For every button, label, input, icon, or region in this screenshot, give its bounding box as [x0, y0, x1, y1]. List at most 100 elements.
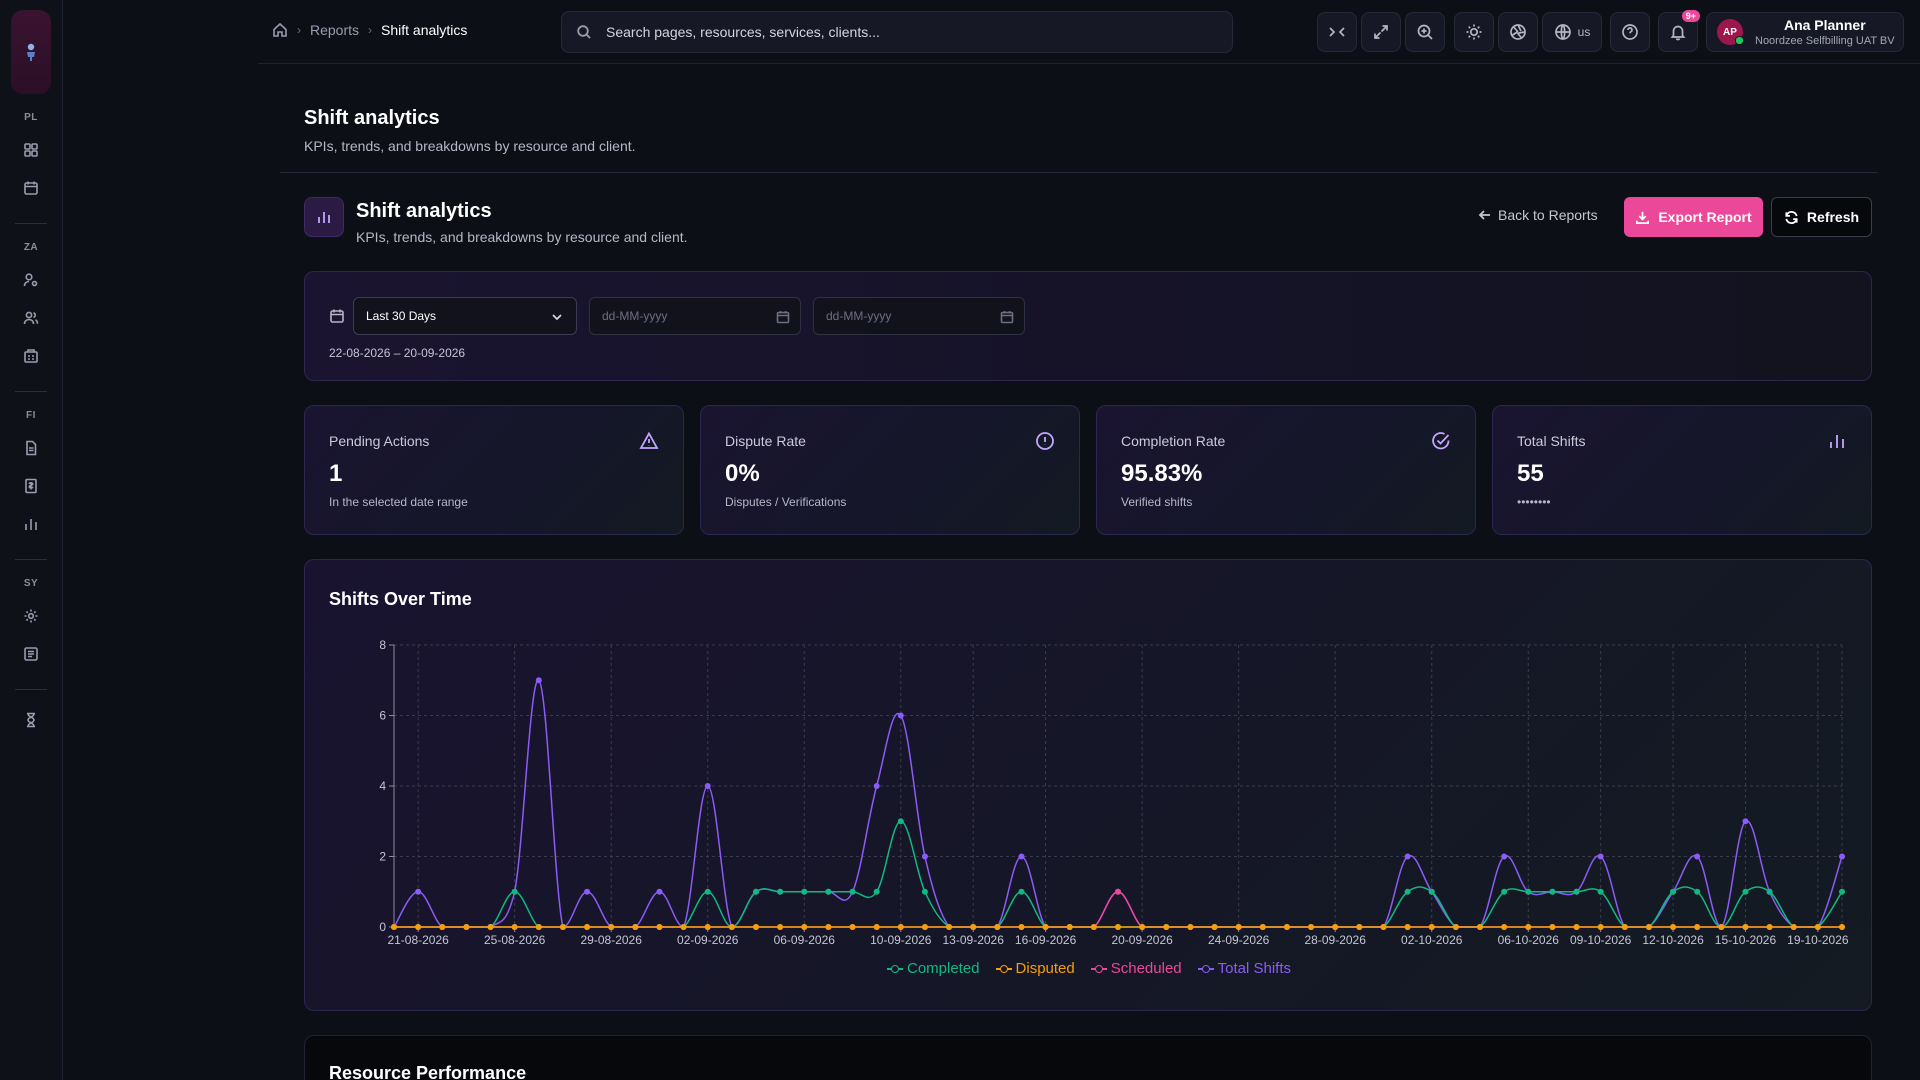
- search-placeholder: Search pages, resources, services, clien…: [606, 24, 880, 40]
- kpi-label: Pending Actions: [329, 433, 430, 449]
- back-to-reports-link[interactable]: Back to Reports: [1478, 207, 1598, 223]
- log-icon[interactable]: [15, 638, 47, 670]
- fullscreen-button[interactable]: [1361, 12, 1401, 52]
- sidebar-divider: [15, 559, 47, 560]
- sidebar: PL ZA FI SY: [0, 0, 63, 1080]
- data-point-disputed: [777, 924, 784, 930]
- data-point-disputed: [632, 924, 639, 930]
- period-select[interactable]: Last 30 Days: [353, 297, 577, 335]
- data-point-disputed: [1525, 924, 1532, 930]
- export-label: Export Report: [1658, 209, 1752, 225]
- theme-toggle-button[interactable]: [1454, 12, 1494, 52]
- dashboard-icon[interactable]: [15, 134, 47, 166]
- data-point-disputed: [1042, 924, 1049, 930]
- breadcrumb-current: Shift analytics: [381, 22, 468, 38]
- breadcrumb-reports[interactable]: Reports: [310, 22, 360, 38]
- legend-item-total-shifts[interactable]: Total Shifts: [1197, 960, 1292, 977]
- data-point-disputed: [391, 924, 397, 930]
- export-report-button[interactable]: Export Report: [1624, 197, 1763, 237]
- notifications-button[interactable]: 9+: [1658, 10, 1700, 52]
- sidebar-section-fi: FI: [26, 410, 36, 421]
- collapse-button[interactable]: [1317, 12, 1357, 52]
- data-point-completed: [1670, 888, 1677, 895]
- data-point-disputed: [994, 924, 1001, 930]
- x-tick-label: 16-09-2026: [1015, 933, 1077, 947]
- date-to-input[interactable]: dd-MM-yyyy: [813, 297, 1025, 335]
- data-point-total-shifts: [584, 888, 591, 895]
- gear-icon[interactable]: [15, 600, 47, 632]
- data-point-disputed: [415, 924, 422, 930]
- calendar-icon[interactable]: [15, 172, 47, 204]
- sidebar-divider: [15, 391, 47, 392]
- sidebar-section-pl: PL: [24, 112, 38, 123]
- data-point-completed: [1018, 888, 1025, 895]
- expand-icon: [1374, 25, 1388, 39]
- legend-label: Total Shifts: [1217, 960, 1292, 977]
- sidebar-section-sy: SY: [23, 578, 39, 589]
- calendar-icon: [1000, 311, 1014, 324]
- kpi-dispute-rate: Dispute Rate 0% Disputes / Verifications: [700, 405, 1080, 535]
- data-point-disputed: [1283, 924, 1290, 930]
- data-point-disputed: [1742, 924, 1749, 930]
- palette-button[interactable]: [1498, 12, 1538, 52]
- legend-item-completed[interactable]: Completed: [886, 960, 980, 977]
- chevron-down-icon: [552, 314, 562, 321]
- date-from-input[interactable]: dd-MM-yyyy: [589, 297, 801, 335]
- date-from-placeholder: dd-MM-yyyy: [602, 309, 668, 323]
- x-tick-label: 02-10-2026: [1401, 933, 1463, 947]
- legend-item-disputed[interactable]: Disputed: [995, 960, 1075, 977]
- y-tick-label: 0: [379, 920, 386, 934]
- home-icon[interactable]: [272, 22, 288, 38]
- kpi-value: 55: [1517, 460, 1544, 487]
- sun-icon: [1466, 24, 1482, 40]
- search-input[interactable]: Search pages, resources, services, clien…: [561, 11, 1233, 53]
- data-point-completed: [825, 888, 832, 895]
- x-tick-label: 29-08-2026: [581, 933, 643, 947]
- document-icon[interactable]: [15, 432, 47, 464]
- hourglass-icon[interactable]: [15, 704, 47, 736]
- calendar-icon: [776, 311, 790, 324]
- legend-item-scheduled[interactable]: Scheduled: [1090, 960, 1182, 977]
- kpi-value: 95.83%: [1121, 460, 1203, 487]
- refresh-button[interactable]: Refresh: [1771, 197, 1872, 237]
- language-button[interactable]: us: [1542, 12, 1602, 52]
- bell-icon: [1670, 25, 1686, 41]
- user-settings-icon[interactable]: [15, 264, 47, 296]
- data-point-disputed: [487, 924, 494, 930]
- data-point-completed: [1597, 888, 1604, 895]
- zoom-in-icon: [1417, 24, 1433, 40]
- y-tick-label: 2: [379, 850, 386, 864]
- user-menu[interactable]: AP Ana Planner Noordzee Selfbilling UAT …: [1706, 12, 1904, 52]
- app-logo[interactable]: [11, 10, 51, 94]
- kpi-label: Total Shifts: [1517, 433, 1586, 449]
- data-point-total-shifts: [704, 783, 711, 789]
- x-tick-label: 10-09-2026: [870, 933, 932, 947]
- x-tick-label: 24-09-2026: [1208, 933, 1270, 947]
- help-button[interactable]: [1610, 12, 1650, 52]
- data-point-disputed: [1718, 924, 1725, 930]
- legend-label: Disputed: [1015, 960, 1075, 977]
- data-point-disputed: [1477, 924, 1483, 930]
- globe-icon: [1554, 24, 1571, 40]
- logo-icon: [27, 43, 35, 61]
- back-label: Back to Reports: [1498, 207, 1598, 223]
- bar-chart-icon[interactable]: [15, 508, 47, 540]
- data-point-total-shifts: [1839, 853, 1845, 860]
- building-icon[interactable]: [15, 340, 47, 372]
- invoice-icon[interactable]: [15, 470, 47, 502]
- chart-legend: Completed Disputed Scheduled Total Shifts: [305, 960, 1873, 977]
- data-point-disputed: [1573, 924, 1580, 930]
- calendar-icon: [329, 308, 345, 324]
- breadcrumb: › Reports › Shift analytics: [272, 22, 467, 38]
- period-value: Last 30 Days: [366, 309, 437, 323]
- zoom-button[interactable]: [1405, 12, 1445, 52]
- data-point-disputed: [1790, 924, 1797, 930]
- kpi-sub: Disputes / Verifications: [725, 495, 847, 509]
- data-point-completed: [1428, 888, 1435, 895]
- data-point-completed: [1742, 888, 1749, 895]
- kpi-label: Completion Rate: [1121, 433, 1226, 449]
- users-icon[interactable]: [15, 302, 47, 334]
- data-point-scheduled: [1115, 888, 1121, 895]
- data-point-disputed: [1308, 924, 1315, 930]
- data-point-disputed: [535, 924, 542, 930]
